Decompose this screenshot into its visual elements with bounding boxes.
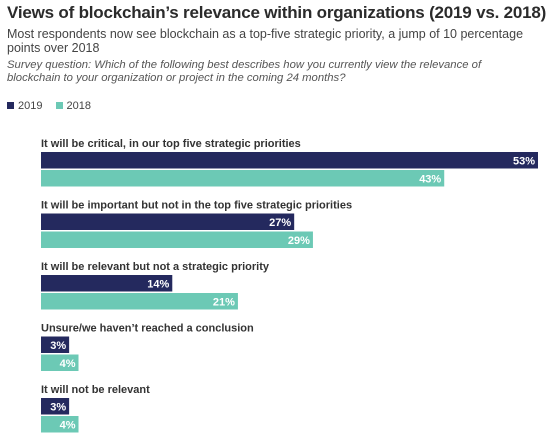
category-label-cat-2: It will be relevant but not a strategic … [41,261,270,273]
bar-2018-cat-1 [41,231,313,248]
bar-2019-cat-1 [41,213,295,230]
legend-item-2018: 2018 [55,100,92,112]
value-label-2019-cat-4: 3% [50,401,66,413]
value-label-2019-cat-2: 14% [147,278,169,290]
category-label-cat-1: It will be important but not in the top … [41,200,352,212]
bar-2019-cat-2 [41,275,173,292]
legend-swatch-2018 [55,102,63,109]
bar-2018-cat-3 [41,354,79,371]
bar-2018-cat-0 [41,170,445,187]
value-label-2018-cat-3: 4% [60,358,76,370]
bar-2018-cat-4 [41,416,79,433]
chart-title: Views of blockchain’s relevance within o… [7,3,547,22]
survey-question-note: Survey question: Which of the following … [7,59,482,84]
value-label-2019-cat-3: 3% [50,340,66,352]
bar-2019-cat-3 [41,336,70,353]
category-label-cat-4: It will not be relevant [41,384,150,396]
legend-swatch-2019 [7,102,14,109]
legend: 2019 2018 [7,100,101,112]
value-label-2018-cat-1: 29% [288,235,310,247]
value-label-2018-cat-2: 21% [213,296,235,308]
bar-2018-cat-2 [41,293,238,310]
category-label-cat-0: It will be critical, in our top five str… [41,138,301,150]
legend-label-2018: 2018 [66,100,92,112]
value-label-2019-cat-1: 27% [269,217,291,229]
category-label-cat-3: Unsure/we haven’t reached a conclusion [41,323,254,335]
value-label-2018-cat-0: 43% [419,173,441,185]
chart-subtitle: Most respondents now see blockchain as a… [7,27,524,55]
legend-item-2019: 2019 [7,100,42,112]
legend-label-2019: 2019 [18,100,43,112]
value-label-2018-cat-4: 4% [60,419,76,431]
bar-2019-cat-0 [41,152,538,169]
bar-2019-cat-4 [41,398,70,415]
value-label-2019-cat-0: 53% [513,155,535,167]
